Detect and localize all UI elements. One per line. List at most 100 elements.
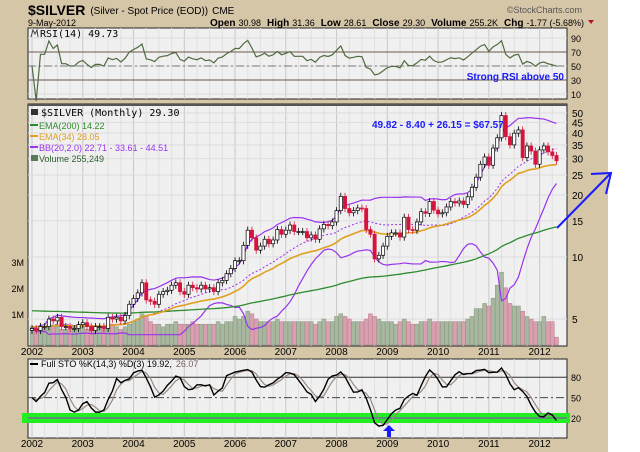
candlestick <box>330 221 335 227</box>
candlestick <box>118 316 123 322</box>
candlestick <box>63 326 68 328</box>
candlestick-icon <box>31 109 38 115</box>
candlestick <box>309 234 314 239</box>
candlestick <box>279 229 284 235</box>
volume-bar <box>537 321 542 346</box>
volume-bar <box>237 318 242 346</box>
candlestick <box>266 238 271 245</box>
year-label-bottom: 2005 <box>173 439 196 450</box>
candlestick <box>85 322 89 327</box>
year-label-top: 2012 <box>528 347 551 358</box>
volume-bar <box>325 321 331 346</box>
volume-bar <box>368 313 373 346</box>
volume-bar <box>482 303 487 346</box>
volume-bar <box>507 303 513 346</box>
year-label-top: 2008 <box>325 347 348 358</box>
volume-bar <box>545 321 551 346</box>
candlestick <box>34 328 39 331</box>
volume-bar <box>182 323 187 346</box>
candlestick <box>72 328 77 330</box>
volume-bar <box>296 321 301 346</box>
candlestick <box>453 201 457 204</box>
candlestick <box>123 315 128 322</box>
volume-bar <box>215 321 221 346</box>
volume-bar <box>397 321 403 346</box>
candlestick <box>385 236 390 247</box>
volume-tick-label: 1M <box>11 310 24 320</box>
candlestick <box>203 284 208 290</box>
candlestick <box>106 316 111 329</box>
candlestick <box>59 316 64 327</box>
candlestick <box>368 229 373 235</box>
volume-bar <box>359 321 365 346</box>
volume-bar <box>342 316 348 346</box>
candlestick <box>292 224 297 232</box>
volume-bar <box>279 321 284 346</box>
volume-bar <box>431 321 437 346</box>
candlestick <box>195 287 199 290</box>
candlestick <box>338 196 343 211</box>
candlestick <box>199 284 204 290</box>
sto-tick-label: 50 <box>571 394 581 404</box>
price-panel <box>27 103 568 347</box>
up-arrow-icon <box>383 425 395 437</box>
volume-bar <box>270 321 276 346</box>
candlestick <box>42 326 47 328</box>
volume-bar <box>131 321 136 346</box>
symbol-description: (Silver - Spot Price (EOD)) <box>90 6 208 17</box>
candlestick <box>101 326 106 329</box>
candlestick <box>414 221 419 231</box>
candlestick <box>228 268 233 275</box>
candlestick <box>178 282 182 292</box>
price-tick-label: 15 <box>572 217 584 228</box>
year-label-bottom: 2004 <box>122 439 145 450</box>
volume-bar <box>444 321 449 346</box>
candlestick <box>419 211 424 223</box>
volume-bar <box>448 321 454 346</box>
volume-bar <box>292 321 297 346</box>
year-label-top: 2002 <box>21 347 44 358</box>
quote-open-label: Open <box>210 18 236 29</box>
candlestick <box>254 237 259 251</box>
sto-legend-k: Full STO %K(14,3) %D(3) 19.92, <box>41 359 172 369</box>
volume-bar <box>173 321 179 346</box>
volume-bar <box>338 313 344 346</box>
price-tick-label: 35 <box>572 141 584 152</box>
candlestick <box>512 132 517 146</box>
candlestick <box>364 208 369 230</box>
rsi-panel <box>27 27 568 100</box>
volume-bar <box>300 321 305 346</box>
volume-bar <box>228 321 234 346</box>
candlestick <box>271 239 276 245</box>
volume-bar <box>363 318 369 346</box>
candlestick <box>524 145 529 158</box>
sto-legend-d: 26.07 <box>176 359 199 369</box>
volume-bar <box>486 305 492 346</box>
candlestick <box>393 232 398 235</box>
volume-bar <box>376 318 382 346</box>
price-tick-label: 10 <box>572 253 584 264</box>
volume-bar <box>321 318 327 346</box>
candlestick <box>334 210 339 223</box>
candlestick <box>398 232 402 238</box>
price-tick-label: 20 <box>572 191 584 202</box>
volume-bar <box>241 316 246 346</box>
volume-tick-label: 3M <box>11 258 24 268</box>
year-label-bottom: 2006 <box>224 439 247 450</box>
volume-bar <box>550 321 555 346</box>
candlestick <box>148 299 153 302</box>
rsi-tick-label: 10 <box>571 90 581 100</box>
candlestick <box>288 224 292 231</box>
candlestick <box>448 201 453 208</box>
volume-bar <box>59 329 64 346</box>
volume-bar <box>389 321 394 346</box>
candlestick <box>161 291 166 295</box>
candlestick <box>169 284 174 291</box>
year-label-top: 2005 <box>173 347 196 358</box>
quote-volume: 255.2K <box>469 18 498 28</box>
volume-bar <box>528 318 534 346</box>
volume-bar <box>232 316 238 346</box>
candlestick <box>110 316 115 320</box>
candlestick <box>46 318 51 327</box>
